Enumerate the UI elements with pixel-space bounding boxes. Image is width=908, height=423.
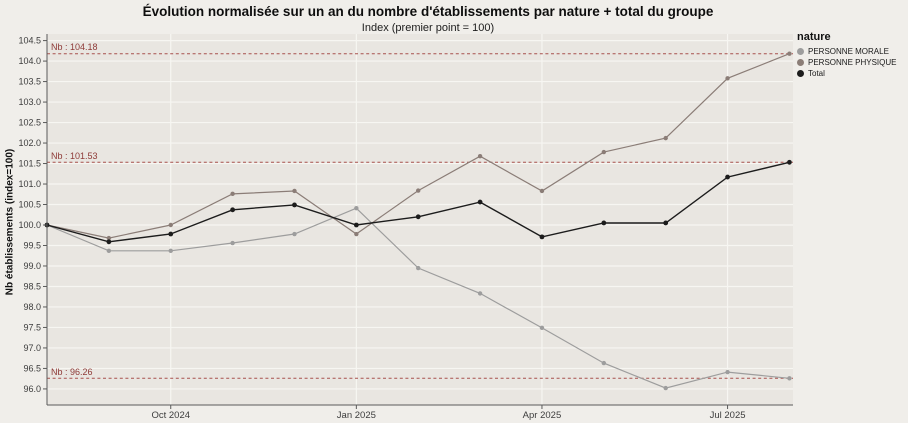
series-color-dot — [797, 70, 804, 77]
series-color-dot — [797, 59, 804, 66]
data-point — [292, 202, 297, 208]
y-tick-label: 104.0 — [18, 56, 41, 66]
y-tick-label: 97.0 — [23, 343, 41, 353]
data-point — [601, 220, 607, 226]
data-point — [230, 191, 235, 197]
data-point — [106, 239, 112, 245]
data-point — [230, 240, 235, 246]
legend-item-total: Total — [797, 69, 907, 78]
data-point — [477, 291, 483, 296]
chart-title: Évolution normalisée sur un an du nombre… — [142, 4, 714, 19]
y-tick-label: 96.0 — [23, 384, 41, 394]
data-point — [601, 360, 607, 366]
y-tick-label: 100.5 — [18, 200, 41, 210]
annotation-label: Nb : 104.18 — [51, 42, 98, 52]
legend-item-personne-morale: PERSONNE MORALE — [797, 47, 907, 56]
data-point — [539, 325, 545, 331]
data-point — [106, 235, 112, 241]
legend-title: nature — [797, 31, 831, 43]
series-total — [44, 159, 792, 245]
data-point — [663, 135, 668, 141]
data-point — [353, 222, 359, 228]
x-tick-label: Jul 2025 — [710, 410, 746, 421]
x-tick-label: Apr 2025 — [523, 410, 562, 421]
series-personne-physique — [44, 51, 792, 241]
data-point — [477, 199, 483, 205]
y-tick-label: 98.5 — [23, 281, 41, 291]
y-axis: 96.0 96.5 97.0 97.5 98.0 98.5 99.0 99.5 100.0 100… — [18, 36, 47, 394]
y-tick-label: 102.0 — [18, 138, 41, 148]
y-tick-label: 101.5 — [18, 159, 41, 169]
data-point — [230, 207, 236, 213]
x-tick-label: Jan 2025 — [337, 410, 376, 421]
y-tick-label: 97.5 — [23, 322, 41, 332]
y-tick-label: 96.5 — [23, 363, 41, 373]
data-point — [787, 51, 792, 56]
data-point — [416, 265, 421, 271]
annotations: Nb : 104.18 Nb : 101.53 Nb : 96.26 — [47, 42, 793, 379]
data-point — [292, 231, 297, 237]
y-tick-label: 99.0 — [23, 261, 41, 271]
data-point — [354, 231, 359, 237]
data-point — [477, 153, 483, 159]
legend: nature PERSONNE MORALE PERSONNE PHYSIQUE… — [797, 31, 907, 80]
data-point — [416, 188, 421, 193]
legend-label: PERSONNE PHYSIQUE — [808, 58, 897, 67]
data-point — [539, 234, 545, 240]
legend-label: Total — [808, 69, 825, 78]
data-point — [663, 220, 669, 226]
data-point — [787, 159, 792, 165]
y-tick-label: 99.5 — [23, 240, 41, 250]
data-point — [725, 369, 730, 375]
y-tick-label: 100.0 — [18, 220, 41, 230]
data-point — [354, 205, 359, 211]
data-point — [292, 188, 297, 194]
data-point — [725, 76, 730, 81]
data-point — [168, 231, 174, 237]
y-tick-label: 101.0 — [18, 179, 41, 189]
y-tick-label: 103.5 — [18, 77, 41, 87]
annotation-label: Nb : 101.53 — [51, 151, 98, 161]
data-point — [168, 248, 173, 254]
x-tick-label: Oct 2024 — [151, 410, 190, 421]
data-point — [787, 376, 792, 381]
data-point — [725, 174, 730, 180]
y-tick-label: 103.0 — [18, 97, 41, 107]
annotation-label: Nb : 96.26 — [51, 367, 93, 377]
legend-item-personne-physique: PERSONNE PHYSIQUE — [797, 58, 907, 67]
series-color-dot — [797, 48, 804, 55]
data-point — [601, 149, 607, 155]
data-point — [168, 222, 173, 228]
legend-label: PERSONNE MORALE — [808, 47, 889, 56]
series-personne-morale — [44, 205, 792, 391]
x-axis: Oct 2024 Jan 2025 Apr 2025 Jul 2025 — [151, 405, 746, 421]
y-tick-label: 104.5 — [18, 36, 41, 46]
y-axis-title: Nb établissements (index=100) — [4, 148, 16, 296]
data-point — [539, 188, 545, 194]
y-tick-label: 102.5 — [18, 118, 41, 128]
plot-panel — [47, 34, 793, 405]
y-tick-label: 98.0 — [23, 302, 41, 312]
data-point — [415, 214, 421, 220]
chart-subtitle: Index (premier point = 100) — [361, 22, 495, 34]
data-point — [106, 248, 112, 254]
data-point — [663, 385, 668, 391]
gridlines — [47, 34, 793, 405]
